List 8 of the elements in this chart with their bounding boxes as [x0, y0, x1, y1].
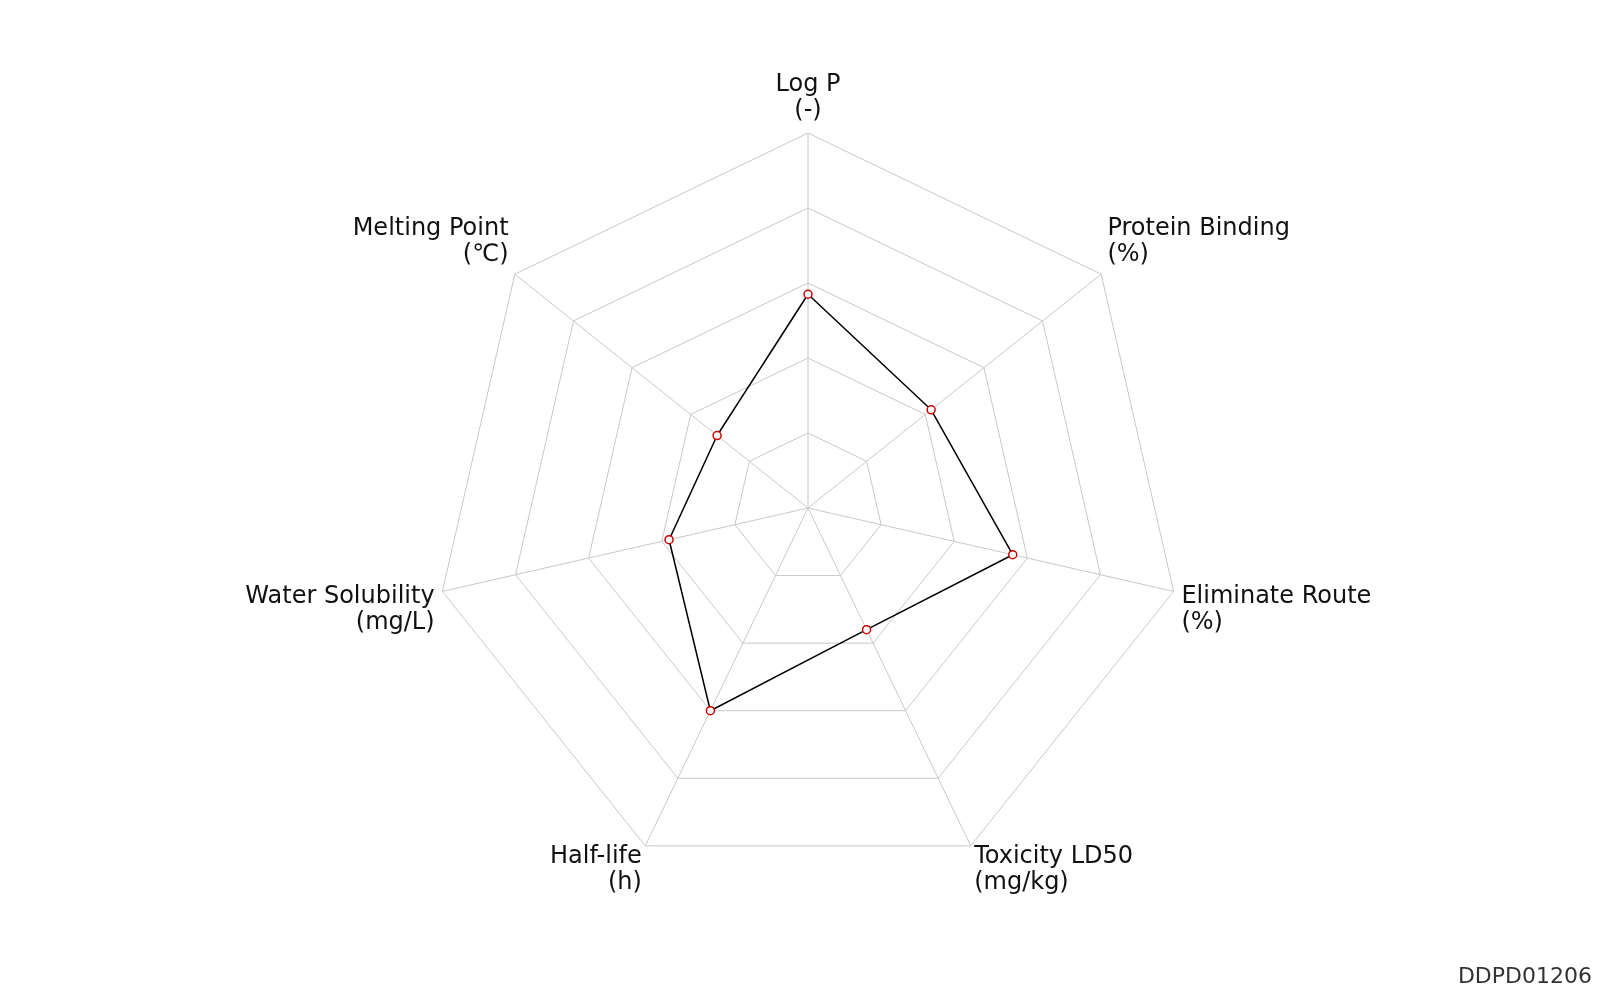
spoke-label: Toxicity LD50 (mg/kg)	[973, 841, 1134, 896]
spoke-label: Protein Binding (%)	[1107, 213, 1290, 268]
spoke-label: Half-life (h)	[550, 841, 642, 896]
spoke-label: Water Solubility (mg/L)	[245, 581, 435, 636]
spoke-label: Melting Point (℃)	[352, 213, 509, 268]
spoke-label: Log P (-)	[775, 69, 841, 123]
spoke-label: Eliminate Route (%)	[1181, 581, 1372, 636]
text: DDPD01206	[1457, 963, 1592, 988]
